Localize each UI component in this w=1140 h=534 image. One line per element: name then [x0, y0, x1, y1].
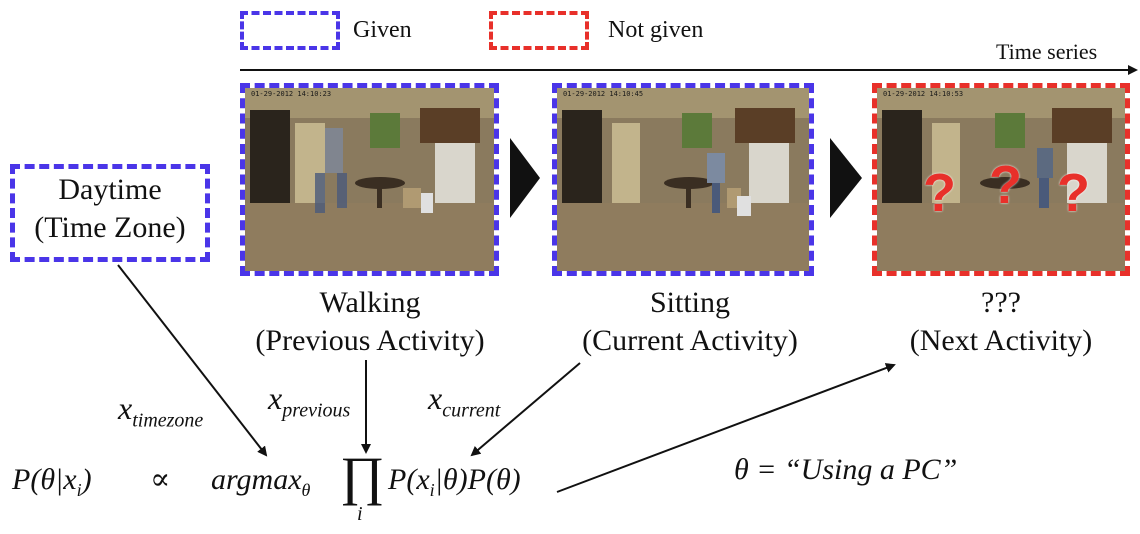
frame-next: 01-29-2012 14:10:53 ? ? ?: [872, 83, 1130, 276]
transition-arrow-1: [510, 138, 540, 218]
previous-activity-name: Walking: [319, 286, 421, 319]
rhs-tail: |θ)P(θ): [434, 463, 521, 496]
frame-timestamp: 01-29-2012 14:10:23: [251, 90, 332, 98]
var-base: x: [118, 390, 133, 426]
next-activity-name: ???: [981, 286, 1021, 319]
unknown-mark-3: ?: [1057, 163, 1090, 223]
next-activity-role: (Next Activity): [909, 324, 1093, 357]
legend-given-label: Given: [353, 17, 412, 43]
transition-arrow-2: [830, 138, 862, 218]
unknown-mark-1: ?: [923, 163, 956, 223]
proportional-symbol: ∝: [150, 463, 171, 496]
frame-timestamp: 01-29-2012 14:10:53: [883, 90, 964, 98]
var-base: x: [428, 380, 443, 416]
x-timezone-label: xtimezone: [118, 390, 203, 438]
current-arrow: [470, 362, 581, 457]
prediction-result: θ = “Using a PC”: [734, 453, 958, 486]
argmax-sub: θ: [301, 480, 311, 500]
time-zone-label: (Time Zone): [34, 211, 186, 244]
var-sub: previous: [282, 399, 351, 422]
legend-not-given-swatch: [489, 11, 589, 50]
frame-current: 01-29-2012 14:10:45: [552, 83, 814, 276]
product-symbol: ∏: [340, 446, 385, 506]
likelihood-term: P(xi|θ)P(θ): [388, 462, 521, 508]
room-scene-image: [557, 88, 809, 271]
unknown-mark-2: ?: [989, 155, 1022, 215]
timeline-label: Time series: [996, 39, 1098, 64]
timezone-arrow: [117, 264, 268, 457]
var-base: x: [268, 380, 283, 416]
rhs-sub: i: [429, 480, 435, 500]
var-sub: current: [442, 399, 501, 422]
x-current-label: xcurrent: [428, 380, 500, 428]
daytime-label: Daytime: [58, 173, 162, 206]
x-previous-label: xprevious: [268, 380, 350, 428]
previous-activity-role: (Previous Activity): [255, 324, 485, 357]
var-sub: timezone: [132, 409, 204, 432]
daytime-context-box: [10, 164, 210, 262]
prediction-arrow: [556, 363, 896, 493]
argmax-text: argmax: [211, 463, 302, 496]
argmax-term: argmaxθ: [211, 462, 310, 508]
formula-lhs: P(θ|x: [12, 463, 77, 496]
frame-timestamp: 01-29-2012 14:10:45: [563, 90, 644, 98]
legend-given-swatch: [240, 11, 340, 50]
posterior-term: P(θ|xi): [12, 462, 92, 508]
current-activity-name: Sitting: [649, 286, 731, 319]
room-scene-image: [245, 88, 494, 271]
formula-lhs-sub: i: [76, 480, 82, 500]
frame-previous: 01-29-2012 14:10:23: [240, 83, 499, 276]
rhs-head: P(x: [388, 463, 430, 496]
formula-lhs-close: ): [81, 463, 92, 496]
room-scene-image: [877, 88, 1125, 271]
current-activity-role: (Current Activity): [582, 324, 798, 357]
product-index: i: [357, 503, 363, 525]
legend-not-given-label: Not given: [608, 17, 704, 43]
